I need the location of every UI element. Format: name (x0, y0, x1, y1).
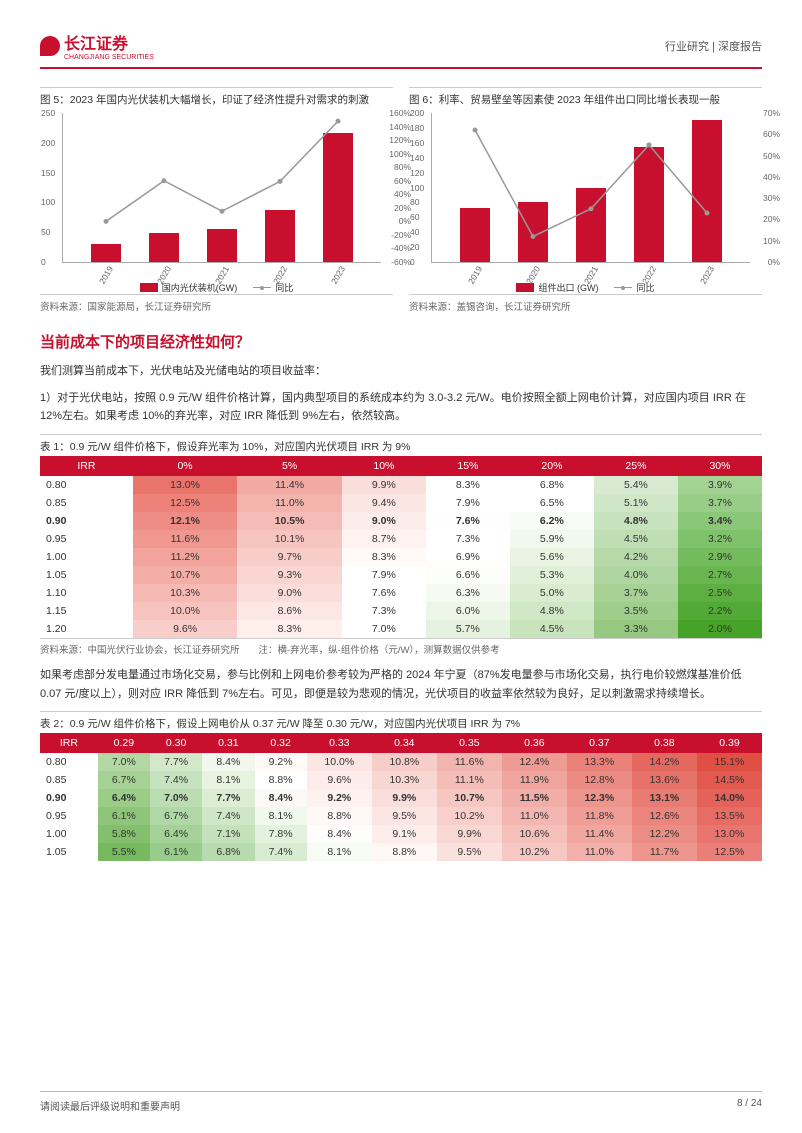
charts-row: 图 5：2023 年国内光伏装机大幅增长，印证了经济性提升对需求的刺激 0501… (40, 87, 762, 313)
chart-6-source: 资料来源：盖锡咨询，长江证券研究所 (409, 294, 762, 313)
page-number: 8 / 24 (737, 1098, 762, 1113)
table-1-source: 资料来源：中国光伏行业协会，长江证券研究所 注：横-弃光率，纵-组件价格（元/W… (40, 638, 762, 656)
logo-text: 长江证券 (64, 36, 128, 53)
logo-icon (40, 36, 60, 56)
chart-5-source: 资料来源：国家能源局，长江证券研究所 (40, 294, 393, 313)
chart-5: 图 5：2023 年国内光伏装机大幅增长，印证了经济性提升对需求的刺激 0501… (40, 87, 393, 313)
header-category: 行业研究 | 深度报告 (665, 38, 762, 54)
chart-6: 图 6：利率、贸易壁垒等因素使 2023 年组件出口同比增长表现一般 02040… (409, 87, 762, 313)
section-title: 当前成本下的项目经济性如何？ (40, 331, 762, 352)
footer-note: 请阅读最后评级说明和重要声明 (40, 1098, 180, 1113)
logo: 长江证券 CHANGJIANG SECURITIES (40, 30, 154, 61)
table-2: IRR0.290.300.310.320.330.340.350.360.370… (40, 733, 762, 861)
table-1: IRR0%5%10%15%20%25%30%0.8013.0%11.4%9.9%… (40, 456, 762, 638)
logo-subtext: CHANGJIANG SECURITIES (64, 54, 154, 61)
chart-5-title: 图 5：2023 年国内光伏装机大幅增长，印证了经济性提升对需求的刺激 (40, 87, 393, 107)
page-header: 长江证券 CHANGJIANG SECURITIES 行业研究 | 深度报告 (40, 30, 762, 69)
page-footer: 请阅读最后评级说明和重要声明 8 / 24 (40, 1091, 762, 1113)
chart-6-canvas: 0204060801001201401601802000%10%20%30%40… (431, 113, 750, 263)
paragraph-2: 1）对于光伏电站，按照 0.9 元/W 组件价格计算，国内典型项目的系统成本约为… (40, 389, 762, 426)
table-2-title: 表 2：0.9 元/W 组件价格下，假设上网电价从 0.37 元/W 降至 0.… (40, 711, 762, 731)
paragraph-1: 我们测算当前成本下，光伏电站及光储电站的项目收益率： (40, 362, 762, 381)
paragraph-3: 如果考虑部分发电量通过市场化交易，参与比例和上网电价参考较为严格的 2024 年… (40, 666, 762, 703)
chart-5-legend-bar: 国内光伏装机(GW) (162, 281, 238, 294)
table-1-title: 表 1：0.9 元/W 组件价格下，假设弃光率为 10%，对应国内光伏项目 IR… (40, 434, 762, 454)
chart-6-title: 图 6：利率、贸易壁垒等因素使 2023 年组件出口同比增长表现一般 (409, 87, 762, 107)
chart-5-canvas: 050100150200250-60%-40%-20%0%20%40%60%80… (62, 113, 381, 263)
